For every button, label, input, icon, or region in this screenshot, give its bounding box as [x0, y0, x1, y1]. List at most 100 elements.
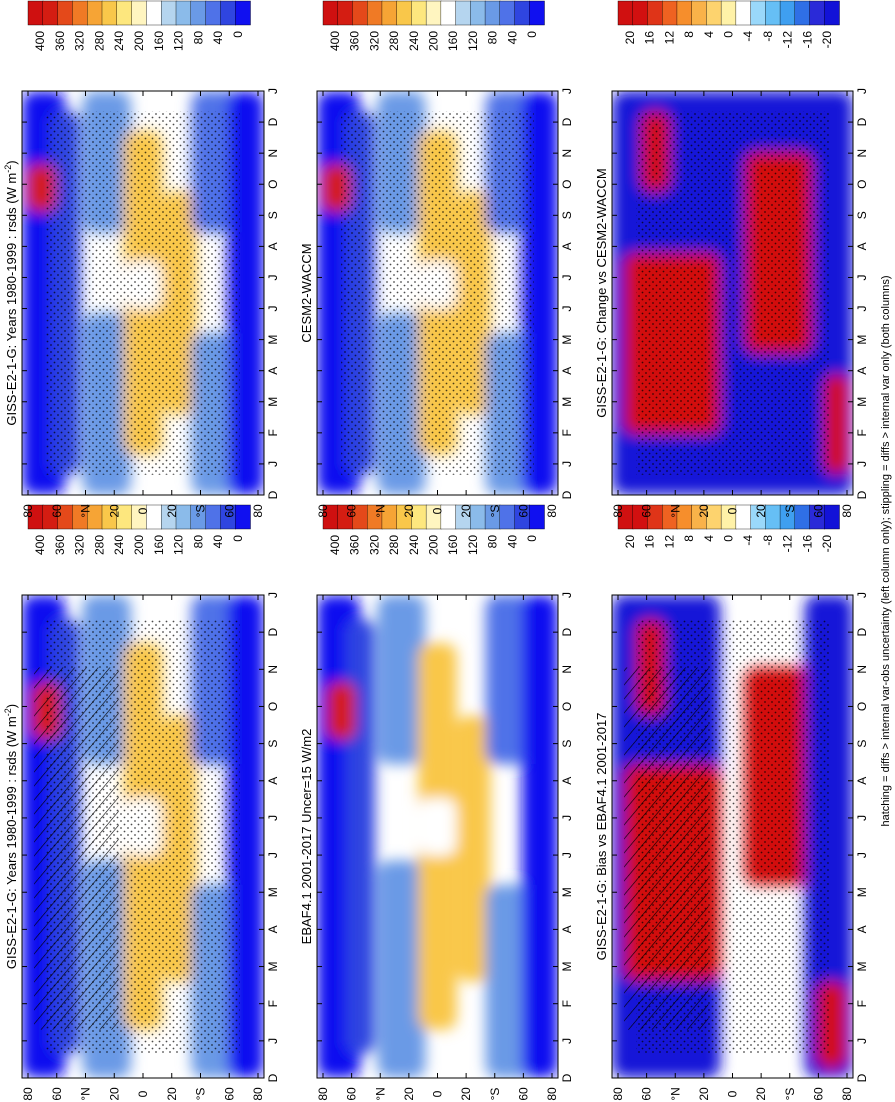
- month-tick-label: O: [560, 702, 574, 711]
- colorbar-label: 360: [348, 31, 362, 51]
- colorbar-label: 12: [662, 31, 676, 45]
- month-tick-label: J: [560, 592, 574, 598]
- colorbar-swatch: [190, 0, 207, 26]
- month-tick-label: F: [855, 1000, 869, 1007]
- colorbar-swatch: [735, 0, 752, 26]
- month-tick-label: M: [560, 962, 574, 972]
- colorbar-label: 240: [407, 535, 421, 555]
- month-tick-label: J: [560, 852, 574, 858]
- lat-tick-label: 60: [345, 504, 359, 518]
- stippling: [636, 619, 829, 1054]
- colorbar-label: -16: [800, 31, 814, 49]
- lat-tick-label: 0: [431, 507, 445, 514]
- colorbar-label: -4: [741, 535, 755, 546]
- month-tick-label: A: [855, 925, 869, 933]
- month-tick-label: M: [266, 397, 280, 407]
- lat-tick-label: 20: [165, 1087, 179, 1101]
- colorbar-label: -16: [800, 535, 814, 553]
- colorbar-label: 20: [623, 31, 637, 45]
- heatmap-field: [22, 91, 264, 495]
- month-tick-label: J: [855, 274, 869, 280]
- stippling: [46, 619, 240, 1054]
- colorbar-label: 4: [702, 31, 716, 38]
- month-tick-label: M: [560, 397, 574, 407]
- month-tick-label: S: [560, 211, 574, 219]
- panel-title: EBAF4.1 2001-2017 Uncer=15 W/m2: [299, 729, 314, 945]
- colorbar-label: 160: [446, 535, 460, 555]
- heatmap-field: [612, 91, 853, 495]
- month-tick-label: A: [560, 925, 574, 933]
- month-tick-label: S: [560, 740, 574, 748]
- colorbar-label: 240: [112, 31, 126, 51]
- panel-right-bottom: 80 60 °N 20 0 20 °S 60 80DJFMAMJJASONDJGISS-E2-1…: [594, 0, 869, 518]
- colorbar-swatch: [101, 0, 118, 26]
- lat-tick-label: 20: [697, 504, 711, 518]
- month-tick-label: A: [266, 925, 280, 933]
- colorbar-swatch: [529, 504, 545, 530]
- colorbar-label: 0: [525, 535, 539, 542]
- colorbar-label: 40: [211, 31, 225, 45]
- field-region: [326, 681, 356, 740]
- colorbar-swatch: [824, 0, 840, 26]
- month-tick-label: J: [560, 1038, 574, 1044]
- month-tick-label: J: [266, 461, 280, 467]
- month-tick-label: J: [855, 88, 869, 94]
- month-tick-label: D: [855, 1073, 869, 1082]
- panel-title: GISS-E2-1-G: Change vs CESM2-WACCM: [594, 168, 609, 417]
- lat-tick-label: 60: [640, 1087, 654, 1101]
- month-tick-label: J: [266, 592, 280, 598]
- colorbar-label: 160: [152, 535, 166, 555]
- month-tick-label: J: [855, 1038, 869, 1044]
- colorbar: 400 360 320 280 240 200 160 120 80 40 0: [27, 504, 251, 555]
- lat-tick-label: 80: [316, 504, 330, 518]
- lat-tick-label: 80: [21, 504, 35, 518]
- colorbar-label: 360: [53, 535, 67, 555]
- colorbar-swatch: [676, 0, 693, 26]
- field-region: [377, 860, 426, 1078]
- month-tick-label: S: [266, 740, 280, 748]
- colorbar-label: 120: [466, 31, 480, 51]
- lat-tick-label: °N: [373, 504, 387, 517]
- footnote: hatching = diffs > internal var-obs unce…: [880, 275, 892, 826]
- month-tick-label: A: [266, 777, 280, 785]
- month-tick-label: J: [266, 88, 280, 94]
- lat-tick-label: 20: [107, 1087, 121, 1101]
- heatmap-field: [612, 595, 853, 1078]
- lat-tick-label: 80: [251, 1087, 265, 1101]
- lat-tick-label: °N: [668, 504, 682, 517]
- month-tick-label: J: [855, 852, 869, 858]
- colorbar: 20 16 12 8 4 0 -4 -8 -12 -16 -20: [617, 0, 840, 49]
- colorbar-label: 0: [722, 535, 736, 542]
- month-tick-label: F: [560, 1000, 574, 1007]
- colorbar-label: 240: [407, 31, 421, 51]
- lat-tick-label: 20: [402, 504, 416, 518]
- month-tick-label: A: [266, 242, 280, 250]
- field-region: [377, 595, 426, 765]
- colorbar-label: 40: [505, 535, 519, 549]
- colorbar-label: 280: [387, 535, 401, 555]
- lat-tick-label: 20: [107, 504, 121, 518]
- colorbar-swatch: [499, 0, 516, 26]
- colorbar-label: 80: [486, 31, 500, 45]
- month-tick-label: D: [855, 627, 869, 636]
- lat-tick-label: 60: [811, 1087, 825, 1101]
- colorbar-label: 200: [427, 535, 441, 555]
- colorbar-swatch: [425, 0, 442, 26]
- lat-tick-label: 60: [222, 1087, 236, 1101]
- colorbar: 400 360 320 280 240 200 160 120 80 40 0: [27, 0, 251, 51]
- panel-left-bottom: 80 60 °N 20 0 20 °S 60 80DJFMAMJJASONDJGISS-E2-1…: [594, 504, 869, 1101]
- month-tick-label: M: [855, 335, 869, 345]
- colorbar-label: -8: [761, 535, 775, 546]
- colorbar-label: 16: [643, 31, 657, 45]
- lat-tick-label: °S: [783, 1088, 797, 1101]
- month-tick-label: D: [560, 627, 574, 636]
- month-tick-label: M: [266, 887, 280, 897]
- colorbar-label: 200: [427, 31, 441, 51]
- colorbar-swatch: [205, 0, 222, 26]
- lat-tick-label: 80: [611, 504, 625, 518]
- colorbar-label: 320: [367, 535, 381, 555]
- colorbar-swatch: [367, 0, 383, 26]
- month-tick-label: D: [560, 117, 574, 126]
- month-tick-label: D: [266, 117, 280, 126]
- field-region: [418, 797, 457, 856]
